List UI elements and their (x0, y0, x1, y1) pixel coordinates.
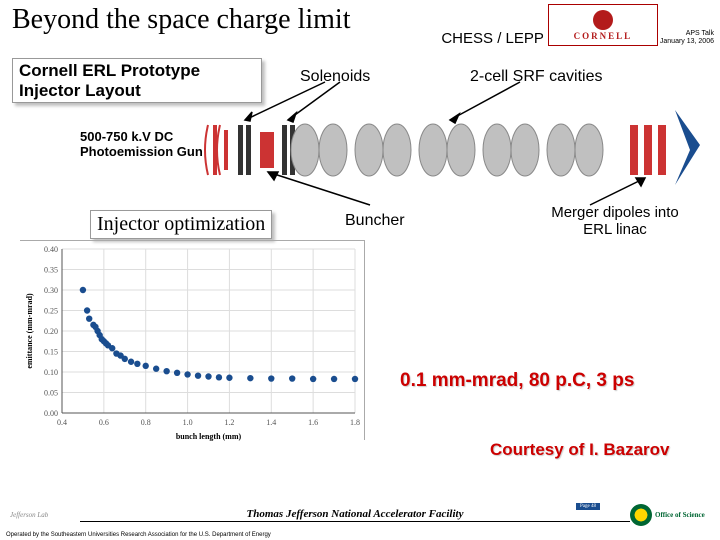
chess-label: CHESS / LEPP (441, 30, 544, 47)
cornell-logo: CORNELL (548, 4, 658, 46)
svg-text:1.6: 1.6 (308, 418, 318, 427)
svg-text:0.40: 0.40 (44, 245, 58, 254)
sun-icon (630, 504, 652, 526)
gun-icon (205, 125, 226, 175)
svg-text:1.2: 1.2 (224, 418, 234, 427)
svg-text:0.10: 0.10 (44, 368, 58, 377)
result-text: 0.1 mm-mrad, 80 p.C, 3 ps (400, 370, 634, 392)
footer-facility: Thomas Jefferson National Accelerator Fa… (80, 508, 630, 522)
buncher-icon (260, 132, 274, 168)
svg-text:1.0: 1.0 (183, 418, 193, 427)
talk-date: APS Talk January 13, 2006 (660, 30, 714, 45)
doe-logo: Office of Science (630, 500, 710, 530)
optim-box: Injector optimization (90, 210, 272, 239)
svg-text:1.4: 1.4 (266, 418, 276, 427)
svg-text:bunch length (mm): bunch length (mm) (176, 432, 242, 441)
svg-text:0.6: 0.6 (99, 418, 109, 427)
footer-sub: Operated by the Southeastern Universitie… (6, 532, 271, 538)
svg-text:0.30: 0.30 (44, 286, 58, 295)
cornell-text: CORNELL (574, 31, 633, 41)
svg-text:1.8: 1.8 (350, 418, 360, 427)
cavities-group (291, 124, 603, 176)
svg-text:0.05: 0.05 (44, 389, 58, 398)
svg-text:0.8: 0.8 (141, 418, 151, 427)
solenoid-icon (238, 125, 251, 175)
svg-text:0.35: 0.35 (44, 266, 58, 275)
chart-svg: 0.4 0.6 0.8 1.0 1.2 1.4 1.6 1.8 0.00 0.05 0.10 0.15… (20, 241, 365, 441)
header: Beyond the space charge limit CHESS / LE… (0, 0, 720, 47)
emittance-chart: 0.4 0.6 0.8 1.0 1.2 1.4 1.6 1.8 0.00 0.05 0.10 0.15… (20, 240, 365, 440)
svg-text:0.4: 0.4 (57, 418, 67, 427)
jlab-logo: Jefferson Lab (10, 501, 80, 529)
dipoles-icon (630, 125, 666, 175)
svg-text:0.25: 0.25 (44, 307, 58, 316)
svg-text:0.15: 0.15 (44, 348, 58, 357)
linac-wedge-icon (675, 110, 700, 185)
solenoids-label: Solenoids (300, 68, 370, 86)
courtesy-text: Courtesy of I. Bazarov (490, 440, 670, 460)
injector-diagram (200, 90, 710, 200)
svg-text:0.20: 0.20 (44, 327, 58, 336)
srf-label: 2-cell SRF cavities (470, 68, 602, 86)
cornell-seal-icon (593, 10, 613, 30)
buncher-label: Buncher (345, 212, 405, 230)
page-title: Beyond the space charge limit (12, 4, 441, 36)
diagram-svg (200, 90, 720, 210)
merger-label: Merger dipoles into ERL linac (550, 205, 680, 238)
svg-text:emittance (mm-mrad): emittance (mm-mrad) (25, 293, 34, 369)
svg-text:0.00: 0.00 (44, 409, 58, 418)
